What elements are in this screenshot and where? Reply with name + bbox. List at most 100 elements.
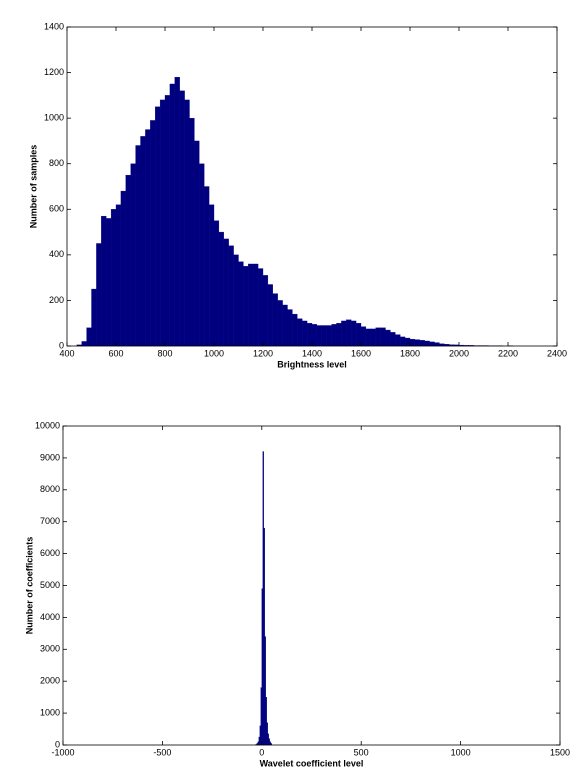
histogram-bar: [360, 326, 367, 347]
y-tick-label: 3000: [40, 644, 60, 654]
x-tick-label: 2400: [547, 348, 567, 358]
histogram-bar: [267, 284, 273, 347]
y-tick-label: 1200: [44, 67, 64, 77]
histogram-bar: [272, 293, 278, 347]
histogram-bar: [96, 243, 102, 347]
x-tick-label: -1000: [51, 747, 74, 757]
histogram-bar: [306, 323, 313, 347]
histogram-bar: [101, 215, 107, 347]
histogram-bar: [395, 334, 401, 347]
y-tick-label: 0: [55, 739, 60, 749]
histogram-bar: [86, 327, 92, 347]
y-tick-label: 400: [49, 249, 64, 259]
histogram-bar: [243, 266, 249, 347]
histogram-bar: [91, 288, 97, 347]
y-tick-label: 4000: [40, 612, 60, 622]
histogram-bar: [262, 275, 269, 347]
histogram-bar: [287, 309, 293, 347]
histogram-bar: [145, 129, 151, 347]
x-tick-label: 2200: [498, 348, 518, 358]
histogram-bar: [365, 328, 371, 347]
histogram-bar: [409, 339, 416, 347]
histogram-bar: [282, 304, 288, 347]
y-tick-label: 2000: [40, 676, 60, 686]
histogram-bar: [380, 327, 386, 347]
histogram-bar: [174, 76, 180, 347]
histogram-bar: [375, 327, 381, 347]
histogram-bar: [257, 268, 264, 347]
histogram-bar: [321, 325, 327, 347]
histogram-bar: [233, 254, 239, 347]
histogram-bar: [316, 325, 322, 347]
histogram-bar: [204, 186, 210, 347]
y-tick-label: 1400: [44, 21, 64, 31]
y-tick-label: 8000: [40, 484, 60, 494]
histogram-bar: [184, 99, 190, 347]
histogram-bar: [238, 261, 244, 347]
x-tick-label: 2000: [449, 348, 469, 358]
histogram-bar: [81, 341, 87, 347]
histogram-bar: [213, 220, 220, 347]
histogram-bar: [228, 245, 234, 347]
histogram-bar: [429, 341, 435, 347]
y-tick-label: 600: [49, 204, 64, 214]
y-tick-label: 0: [59, 340, 64, 350]
histogram-bar: [277, 300, 283, 347]
histogram-bar: [370, 328, 376, 347]
y-tick-label: 800: [49, 158, 64, 168]
x-tick-label: 400: [59, 348, 74, 358]
histogram-bar: [125, 174, 131, 347]
histogram-bar: [189, 117, 195, 347]
histogram-bar: [194, 140, 200, 347]
histogram-bar: [253, 263, 259, 347]
histogram-bar: [419, 340, 425, 347]
histogram-bar: [223, 238, 229, 347]
histogram-bar: [385, 329, 391, 347]
histogram-bar: [115, 204, 122, 347]
y-tick-label: 1000: [44, 113, 64, 123]
x-tick-label: 1000: [204, 348, 224, 358]
y-tick-label: 7000: [40, 516, 60, 526]
histogram-bar: [302, 320, 308, 347]
histogram-bar: [135, 145, 141, 347]
histogram-bar: [400, 336, 406, 347]
histogram-bar: [159, 99, 166, 347]
y-tick-label: 10000: [35, 420, 60, 430]
histogram-bar: [120, 190, 126, 347]
histogram-bar: [336, 323, 342, 347]
x-tick-label: 0: [259, 747, 264, 757]
histogram-bar: [326, 325, 332, 347]
histogram-bar: [404, 337, 411, 347]
x-tick-label: 1000: [451, 747, 471, 757]
histogram-bar: [346, 319, 352, 347]
histogram-bar: [208, 204, 215, 347]
histogram-bar: [164, 95, 171, 347]
x-tick-label: 1200: [253, 348, 273, 358]
x-tick-label: 1600: [351, 348, 371, 358]
histogram-bar: [351, 320, 357, 347]
y-tick-label: 6000: [40, 548, 60, 558]
x-tick-label: 600: [108, 348, 123, 358]
histogram-bar: [414, 339, 420, 347]
x-tick-label: 1500: [550, 747, 570, 757]
histogram-bar: [155, 106, 161, 347]
axes-frame: [62, 425, 561, 746]
y-tick-label: 5000: [40, 580, 60, 590]
y-tick-label: 1000: [40, 707, 60, 717]
x-tick-label: 1800: [400, 348, 420, 358]
x-axis-label: Wavelet coefficient level: [260, 758, 364, 768]
histogram-bar: [130, 163, 136, 347]
y-axis-label: Number of samples: [28, 145, 38, 229]
x-tick-label: 1400: [302, 348, 322, 358]
y-axis-label: Number of coefficients: [24, 537, 34, 635]
histogram-bar: [248, 263, 254, 347]
histogram-bar: [150, 120, 156, 347]
histogram-bar: [110, 209, 117, 347]
x-tick-label: -500: [153, 747, 171, 757]
histogram-bar: [390, 332, 396, 347]
histogram-bar: [199, 163, 205, 347]
histogram-bar: [355, 323, 362, 347]
x-axis-label: Brightness level: [277, 359, 347, 369]
